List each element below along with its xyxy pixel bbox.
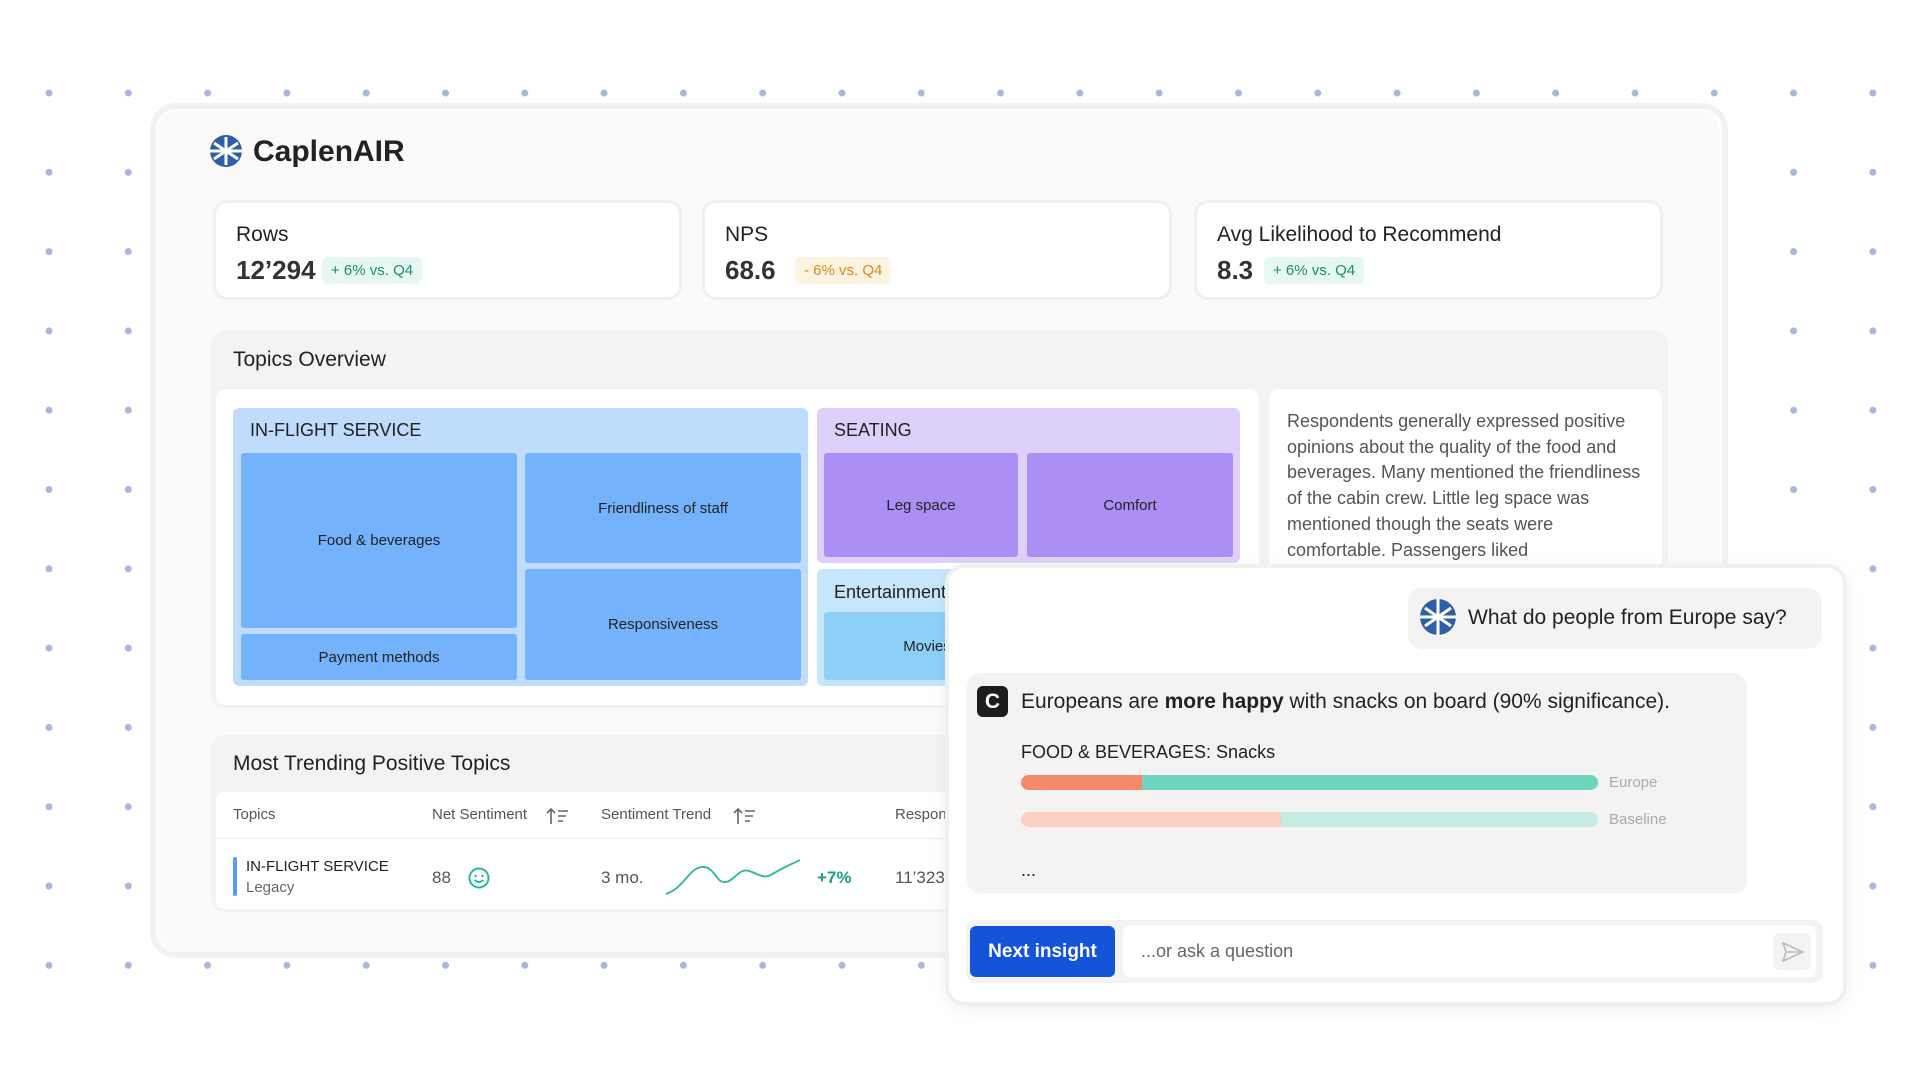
kpi-label: Rows [236,223,289,246]
trending-table [216,792,1001,909]
topic-tile[interactable]: Friendliness of staff [525,453,801,563]
trend-change: +7% [817,868,852,887]
bar-negative [1021,775,1143,790]
kpi-value: 12’294 [236,255,316,285]
answer-part: Europeans are [1021,690,1165,713]
bar-negative [1021,812,1281,827]
send-button[interactable] [1773,933,1811,970]
kpi-label: Avg Likelihood to Recommend [1217,223,1502,246]
kpi-delta: - 6% vs. Q4 [795,257,892,284]
assistant-icon: C [977,686,1008,717]
kpi-delta: + 6% vs. Q4 [322,257,423,284]
answer-text: Europeans are more happy with snacks on … [1021,690,1670,714]
responses: 11’323 [895,868,945,887]
bar-positive [1142,775,1598,790]
topic-sub: Legacy [246,879,295,896]
group-label: SEATING [834,420,912,440]
row-marker [233,857,237,896]
bar-label: Europe [1609,774,1658,791]
sort-icon[interactable] [733,806,757,826]
question-input[interactable]: ...or ask a question [1123,926,1816,977]
answer-chart-title: FOOD & BEVERAGES: Snacks [1021,742,1276,762]
brand: CaplenAIR [253,135,405,168]
section-title: Topics Overview [233,348,386,371]
table-divider [216,838,1001,839]
logo-icon [210,135,242,167]
kpi-value: 8.3 [1217,255,1254,285]
kpi-card: NPS 68.6 - 6% vs. Q4 [702,200,1172,300]
smile-icon [468,867,490,889]
answer-part: with snacks on board (90% significance). [1283,690,1670,713]
column-header[interactable]: Sentiment Trend [601,806,712,823]
sort-icon[interactable] [546,806,570,826]
kpi-card: Avg Likelihood to Recommend 8.3 + 6% vs.… [1194,200,1663,300]
topic-tile[interactable]: Food & beverages [241,453,517,628]
group-label: IN-FLIGHT SERVICE [250,420,422,440]
group-label: Entertainment [834,582,947,602]
column-header[interactable]: Net Sentiment [432,806,528,823]
section-title: Most Trending Positive Topics [233,752,511,775]
bar-positive [1280,812,1598,827]
column-header: Topics [233,806,276,823]
summary-text: Respondents generally expressed positive… [1269,389,1662,569]
trend-period: 3 mo. [601,868,644,887]
user-avatar [1420,599,1456,635]
kpi-card: Rows 12’294 + 6% vs. Q4 [213,200,682,300]
topic-tile[interactable]: Payment methods [241,634,517,680]
kpi-label: NPS [725,223,769,246]
topic-name: IN-FLIGHT SERVICE [246,858,389,875]
topic-tile[interactable]: Responsiveness [525,569,801,680]
topic-tile[interactable]: Leg space [824,453,1018,557]
question-bubble [1408,588,1822,649]
next-insight-button[interactable]: Next insight [970,926,1115,977]
question-text: What do people from Europe say? [1468,606,1787,629]
more: ... [1021,860,1037,880]
kpi-delta: + 6% vs. Q4 [1264,257,1365,284]
answer-bold: more happy [1164,690,1284,713]
kpi-value: 68.6 [725,255,776,285]
sparkline [665,859,801,895]
topic-tile[interactable]: Comfort [1027,453,1233,557]
bar-label: Baseline [1609,811,1667,828]
net-sentiment: 88 [432,868,451,887]
